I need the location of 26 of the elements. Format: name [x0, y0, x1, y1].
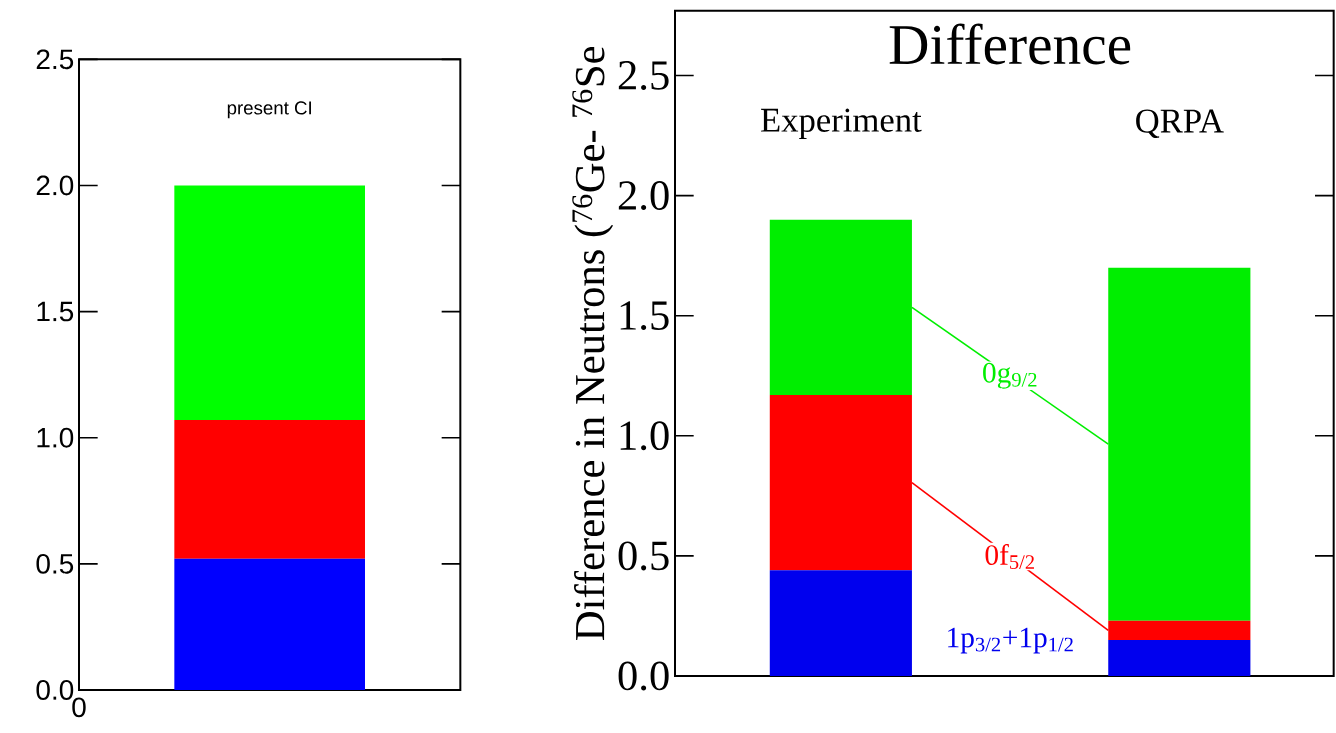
text: 0f$_{5/2}$ — [985, 544, 1034, 570]
y-tick-label: 2.0 — [618, 181, 669, 211]
series-label: 1p$_{3/2}$+1p$_{1/2}$ — [948, 627, 1073, 654]
y-tick-label: 0.0 — [618, 661, 669, 691]
bar — [769, 570, 912, 676]
text: present CI — [227, 101, 311, 119]
bar — [174, 420, 365, 559]
y-tick-label: 1.0 — [37, 427, 74, 448]
y-tick-label: 1.0 — [620, 421, 669, 451]
y-tick-label: 0.5 — [618, 541, 669, 571]
y-axis-title: Difference in Neutrons ($^{76}$Ge- $^{76}$Se — [572, 46, 614, 640]
y-tick-label: 1.5 — [620, 301, 669, 331]
bar — [174, 558, 365, 690]
y-tick-label: 1.5 — [37, 301, 74, 322]
y-tick-label: 2.0 — [36, 175, 74, 196]
chart-title: Difference — [889, 23, 1131, 65]
x-tick-label: Experiment — [761, 108, 922, 139]
bar — [1108, 639, 1251, 676]
x-tick-label: QRPA — [1136, 109, 1224, 139]
y-tick-label: 0.0 — [36, 680, 74, 700]
bar — [174, 185, 365, 421]
y-tick-label: 2.5 — [618, 61, 669, 90]
y-tick-label: 2.5 — [36, 49, 74, 70]
text: 0g$_{9/2}$ — [983, 362, 1037, 389]
y-tick-label: 0.5 — [36, 553, 74, 574]
text: 0 — [72, 697, 86, 718]
